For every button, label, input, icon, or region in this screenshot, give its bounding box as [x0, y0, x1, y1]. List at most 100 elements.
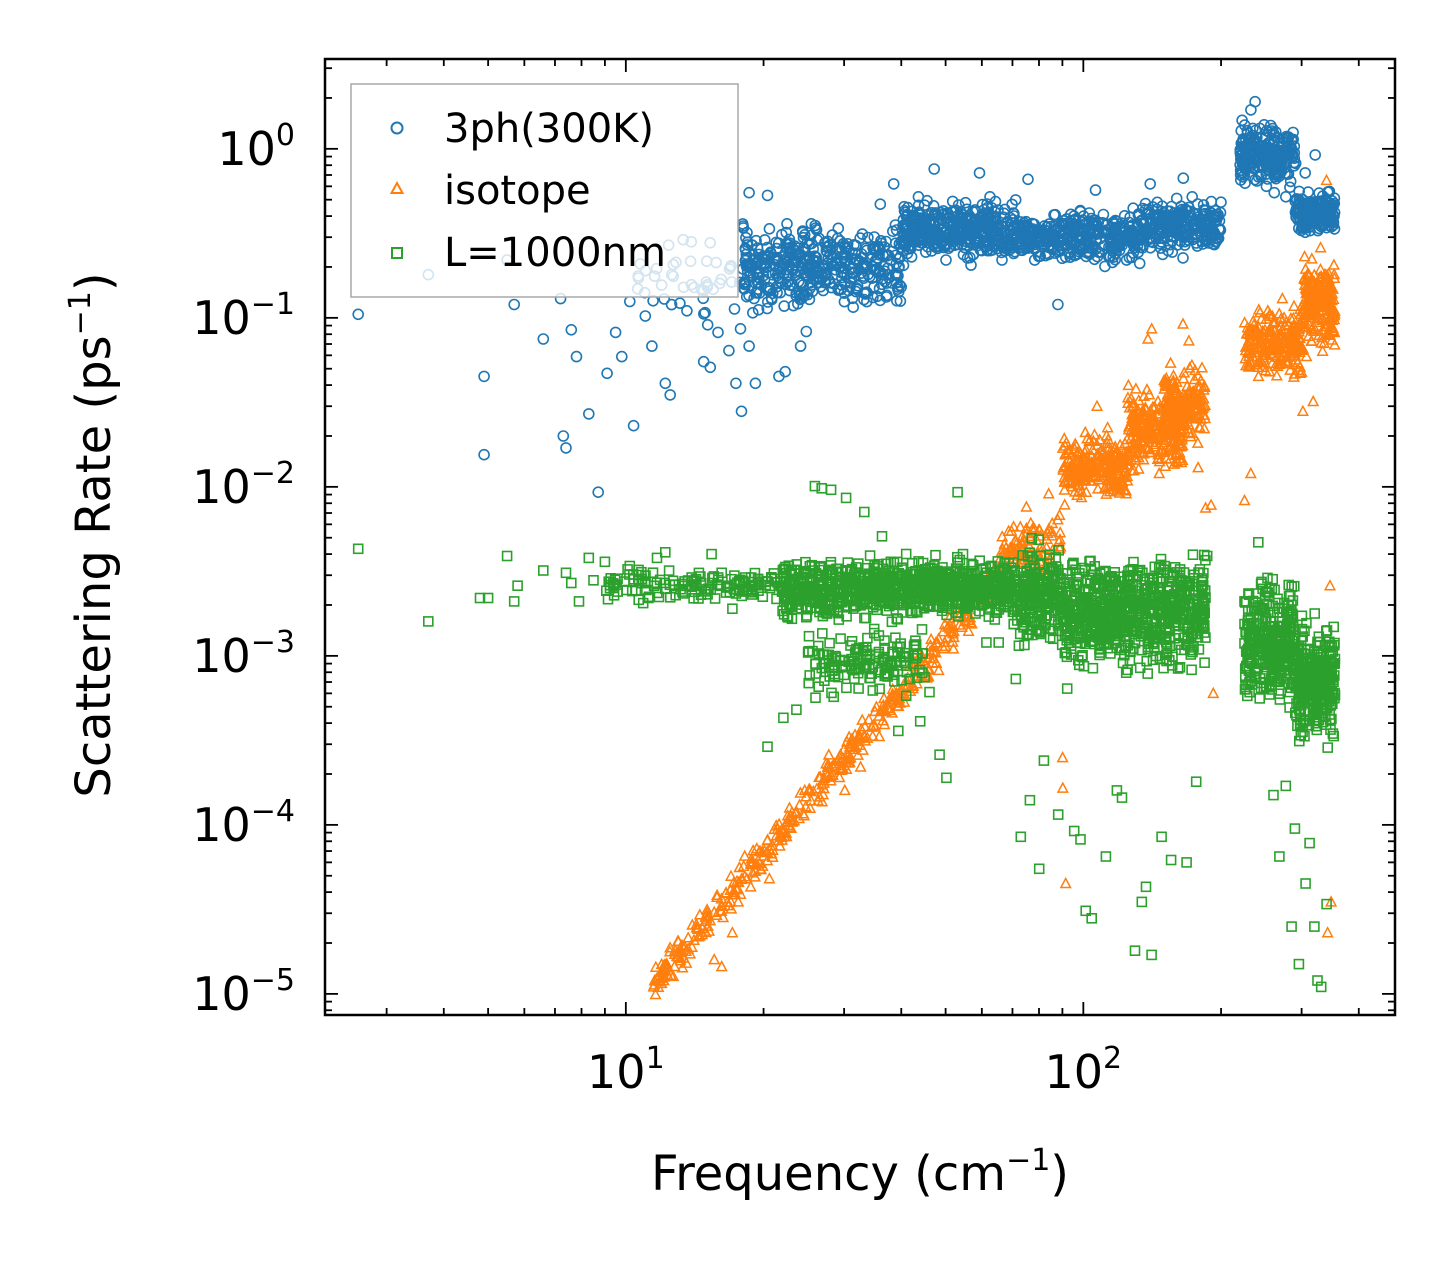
data-point	[1139, 411, 1152, 423]
data-point	[860, 612, 872, 624]
data-point	[1125, 431, 1138, 443]
data-point	[825, 484, 837, 496]
data-point	[1147, 608, 1158, 620]
data-point	[1195, 361, 1209, 373]
data-point	[1164, 356, 1177, 368]
data-point	[977, 591, 988, 602]
data-point	[856, 228, 869, 240]
data-point	[1207, 686, 1220, 699]
data-point	[659, 958, 672, 970]
data-point	[825, 605, 837, 616]
data-point	[953, 618, 966, 630]
data-point	[647, 980, 660, 992]
data-point	[858, 720, 871, 732]
data-point	[914, 664, 925, 676]
data-point	[1071, 446, 1084, 458]
data-point	[1147, 629, 1158, 641]
data-point	[791, 704, 802, 716]
data-point	[1251, 341, 1264, 353]
data-point	[1315, 280, 1328, 292]
data-point	[352, 543, 364, 555]
data-point	[1251, 319, 1265, 331]
data-point	[733, 860, 746, 873]
data-point	[776, 228, 788, 241]
data-point	[1137, 428, 1150, 441]
data-point	[609, 574, 621, 586]
data-point	[918, 602, 930, 614]
data-point	[1032, 576, 1043, 588]
data-point	[954, 590, 966, 601]
data-point	[1159, 435, 1172, 448]
data-point	[1242, 690, 1253, 702]
data-point	[1323, 642, 1334, 653]
data-point	[1310, 709, 1321, 721]
data-point	[861, 731, 874, 743]
data-point	[783, 820, 796, 832]
data-point	[1272, 342, 1285, 355]
data-point	[892, 725, 904, 737]
data-point	[911, 672, 923, 684]
data-point	[1169, 447, 1182, 460]
data-point	[891, 556, 903, 568]
data-point	[1270, 350, 1283, 362]
data-point	[1129, 441, 1142, 453]
data-point	[867, 685, 879, 696]
data-point	[1010, 536, 1024, 548]
data-point	[1199, 657, 1210, 669]
data-point	[945, 584, 957, 596]
data-point	[677, 586, 688, 597]
data-point	[924, 686, 935, 698]
data-point	[890, 632, 901, 644]
data-point	[854, 760, 867, 772]
data-point	[768, 822, 781, 835]
data-point	[1067, 559, 1078, 571]
data-point	[1129, 382, 1142, 394]
data-point	[1182, 633, 1193, 645]
data-point	[740, 260, 753, 273]
data-point	[1167, 425, 1181, 438]
data-point	[1271, 676, 1283, 687]
data-point	[1282, 618, 1293, 630]
data-point	[1263, 309, 1276, 321]
data-point	[657, 969, 670, 981]
data-point	[1323, 579, 1337, 591]
data-point	[1326, 671, 1338, 683]
data-point	[833, 751, 846, 763]
data-point	[1098, 566, 1110, 578]
data-point	[917, 647, 929, 659]
data-point	[922, 600, 933, 611]
data-point	[1158, 428, 1171, 440]
data-point	[1156, 831, 1167, 843]
data-point	[866, 729, 879, 741]
data-point	[914, 715, 926, 727]
data-point	[1321, 898, 1332, 910]
data-point	[1251, 637, 1263, 649]
data-point	[1324, 639, 1336, 651]
data-point	[1312, 640, 1323, 651]
data-point	[821, 769, 834, 781]
data-point	[1122, 639, 1134, 651]
data-point	[1124, 655, 1136, 666]
data-point	[1112, 630, 1123, 642]
data-point	[922, 585, 934, 597]
data-point	[860, 242, 872, 255]
data-point	[835, 633, 846, 644]
data-point	[664, 968, 677, 981]
data-point	[1149, 415, 1162, 428]
data-point	[1287, 311, 1300, 323]
data-point	[856, 713, 869, 725]
data-point	[1199, 411, 1212, 424]
data-point	[941, 772, 952, 784]
data-point	[1080, 905, 1091, 917]
data-point	[730, 883, 743, 895]
data-point	[674, 951, 687, 964]
data-point	[674, 297, 686, 310]
data-point	[909, 639, 920, 650]
data-point	[1266, 583, 1278, 594]
data-point	[1042, 487, 1055, 499]
data-point	[1011, 573, 1023, 585]
data-point	[728, 303, 741, 315]
data-point	[774, 286, 787, 299]
data-point	[1070, 439, 1083, 451]
data-point	[981, 637, 992, 648]
